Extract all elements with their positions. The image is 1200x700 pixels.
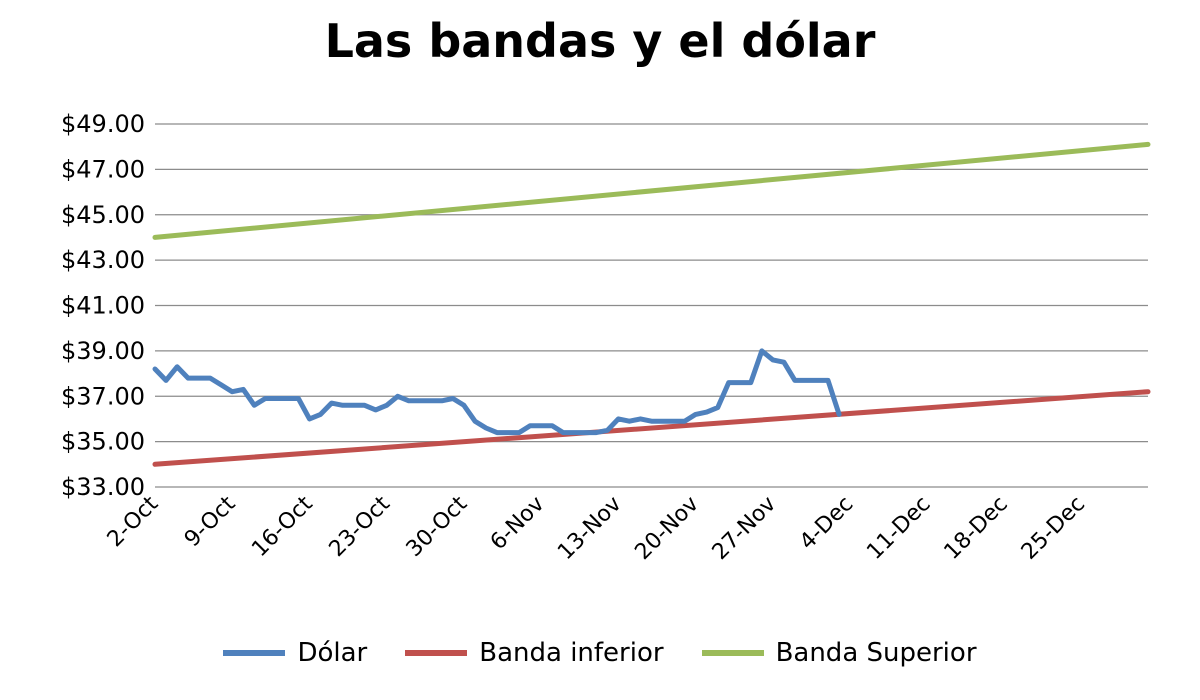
series-line-banda-inferior: [152, 389, 1151, 467]
x-tick-label: 30-Oct: [402, 491, 473, 562]
legend-swatch-banda-superior: [701, 650, 764, 656]
y-tick-label: $47.00: [61, 155, 145, 183]
legend-label-dolar: Dólar: [297, 638, 368, 668]
series-line-dolar: [152, 348, 842, 436]
x-tick-label: 11-Dec: [862, 492, 935, 565]
x-tick-label: 27-Nov: [708, 492, 781, 565]
legend-swatch-dolar: [223, 650, 286, 656]
x-tick-label: 20-Nov: [630, 492, 703, 565]
legend-item-banda-inferior: Banda inferior: [405, 638, 664, 668]
y-tick-label: $35.00: [61, 428, 145, 456]
x-tick-label: 6-Nov: [486, 492, 550, 556]
legend-label-banda-superior: Banda Superior: [775, 638, 977, 668]
y-tick-label: $37.00: [61, 382, 145, 410]
x-tick-label: 23-Oct: [325, 491, 396, 562]
legend-label-banda-inferior: Banda inferior: [479, 638, 664, 668]
y-tick-label: $49.00: [61, 110, 145, 138]
legend: Dólar Banda inferior Banda Superior: [0, 638, 1200, 668]
x-tick-label: 13-Nov: [553, 492, 626, 565]
x-tick-label: 18-Dec: [940, 492, 1013, 565]
legend-swatch-banda-inferior: [405, 650, 468, 656]
legend-item-dolar: Dólar: [223, 638, 367, 668]
y-tick-label: $45.00: [61, 201, 145, 229]
y-tick-label: $39.00: [61, 337, 145, 365]
legend-item-banda-superior: Banda Superior: [701, 638, 977, 668]
y-tick-label: $41.00: [61, 292, 145, 320]
y-tick-label: $33.00: [61, 473, 145, 501]
x-tick-label: 25-Dec: [1017, 492, 1090, 565]
chart-title: Las bandas y el dólar: [324, 14, 876, 68]
series-line-banda-superior: [152, 141, 1151, 240]
x-tick-label: 4-Dec: [795, 492, 858, 555]
x-tick-label: 9-Oct: [180, 491, 241, 552]
y-tick-label: $43.00: [61, 246, 145, 274]
x-tick-label: 16-Oct: [247, 491, 318, 562]
